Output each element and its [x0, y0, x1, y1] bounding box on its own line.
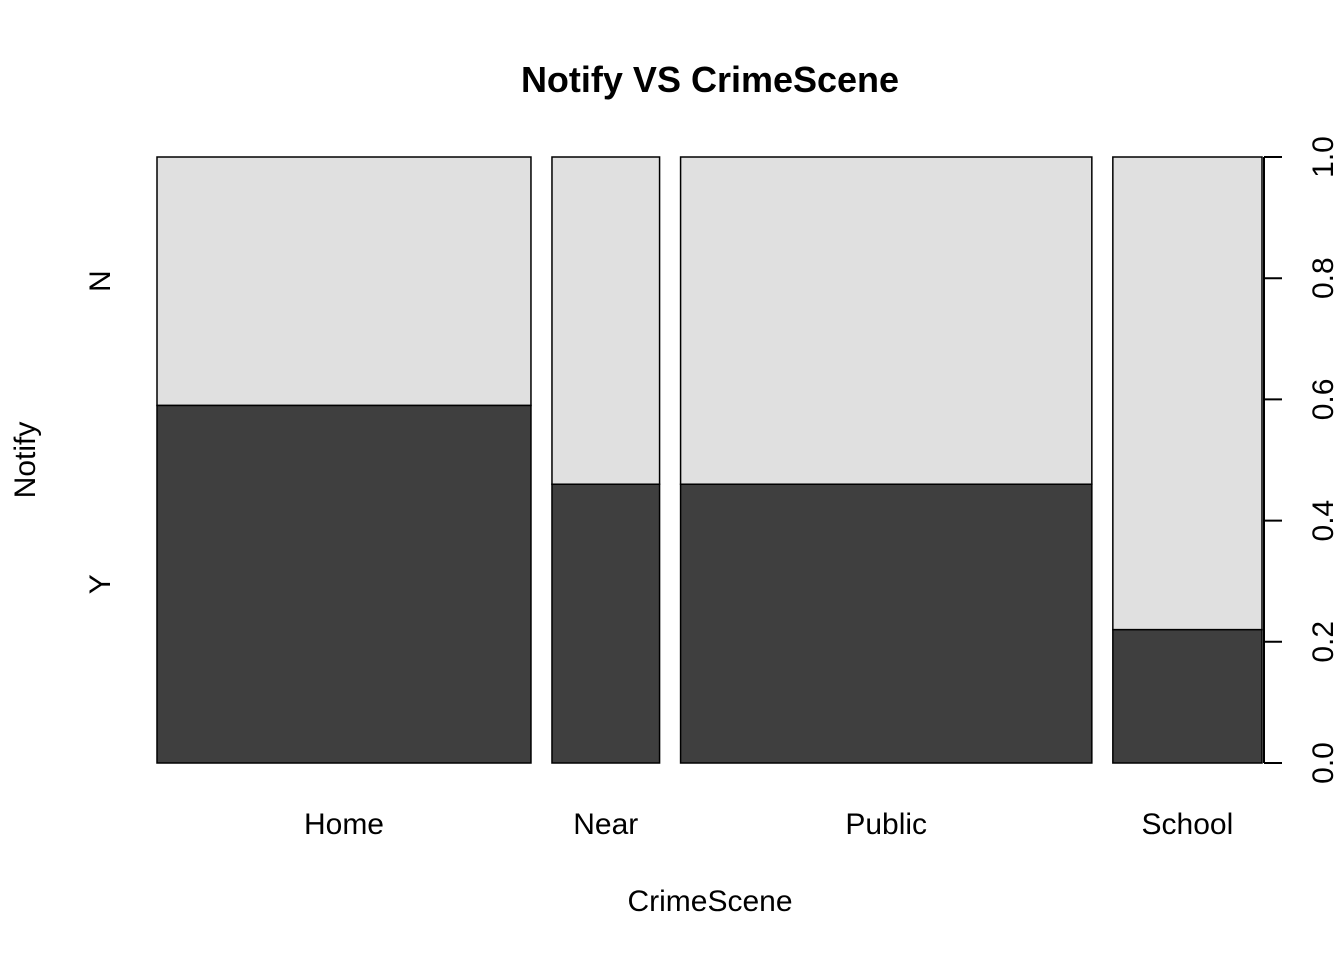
x-tick-label-public: Public — [845, 808, 927, 841]
right-axis-tick-label: 0.2 — [1307, 621, 1340, 663]
y-level-label-n: N — [84, 270, 117, 292]
right-axis-tick-label: 0.4 — [1307, 500, 1340, 542]
y-level-labels: YN — [84, 270, 117, 594]
right-axis-tick-label: 0.0 — [1307, 742, 1340, 784]
x-axis-label: CrimeScene — [627, 885, 792, 918]
bar-near-n — [551, 156, 661, 485]
bar-near-y — [551, 483, 661, 764]
y-level-label-y: Y — [84, 574, 117, 594]
x-tick-label-school: School — [1142, 808, 1234, 841]
chart-title: Notify VS CrimeScene — [521, 59, 899, 100]
bar-school-y — [1112, 628, 1263, 764]
y-axis-label: Notify — [9, 422, 42, 499]
x-tick-label-near: Near — [573, 808, 638, 841]
bar-public-y — [679, 483, 1093, 764]
bar-group — [156, 156, 1263, 764]
right-axis-tick-label: 0.8 — [1307, 257, 1340, 299]
x-tick-labels: Home Near Public School — [304, 808, 1233, 841]
right-axis-tick-label: 1.0 — [1307, 136, 1340, 178]
right-axis: 0.0 0.2 0.4 0.6 0.8 1.0 — [1263, 136, 1340, 784]
bar-home-n — [156, 156, 532, 407]
bar-public-n — [679, 156, 1093, 485]
bar-home-y — [156, 404, 532, 764]
x-tick-label-home: Home — [304, 808, 384, 841]
bar-school-n — [1112, 156, 1263, 631]
right-axis-tick-label: 0.6 — [1307, 379, 1340, 421]
